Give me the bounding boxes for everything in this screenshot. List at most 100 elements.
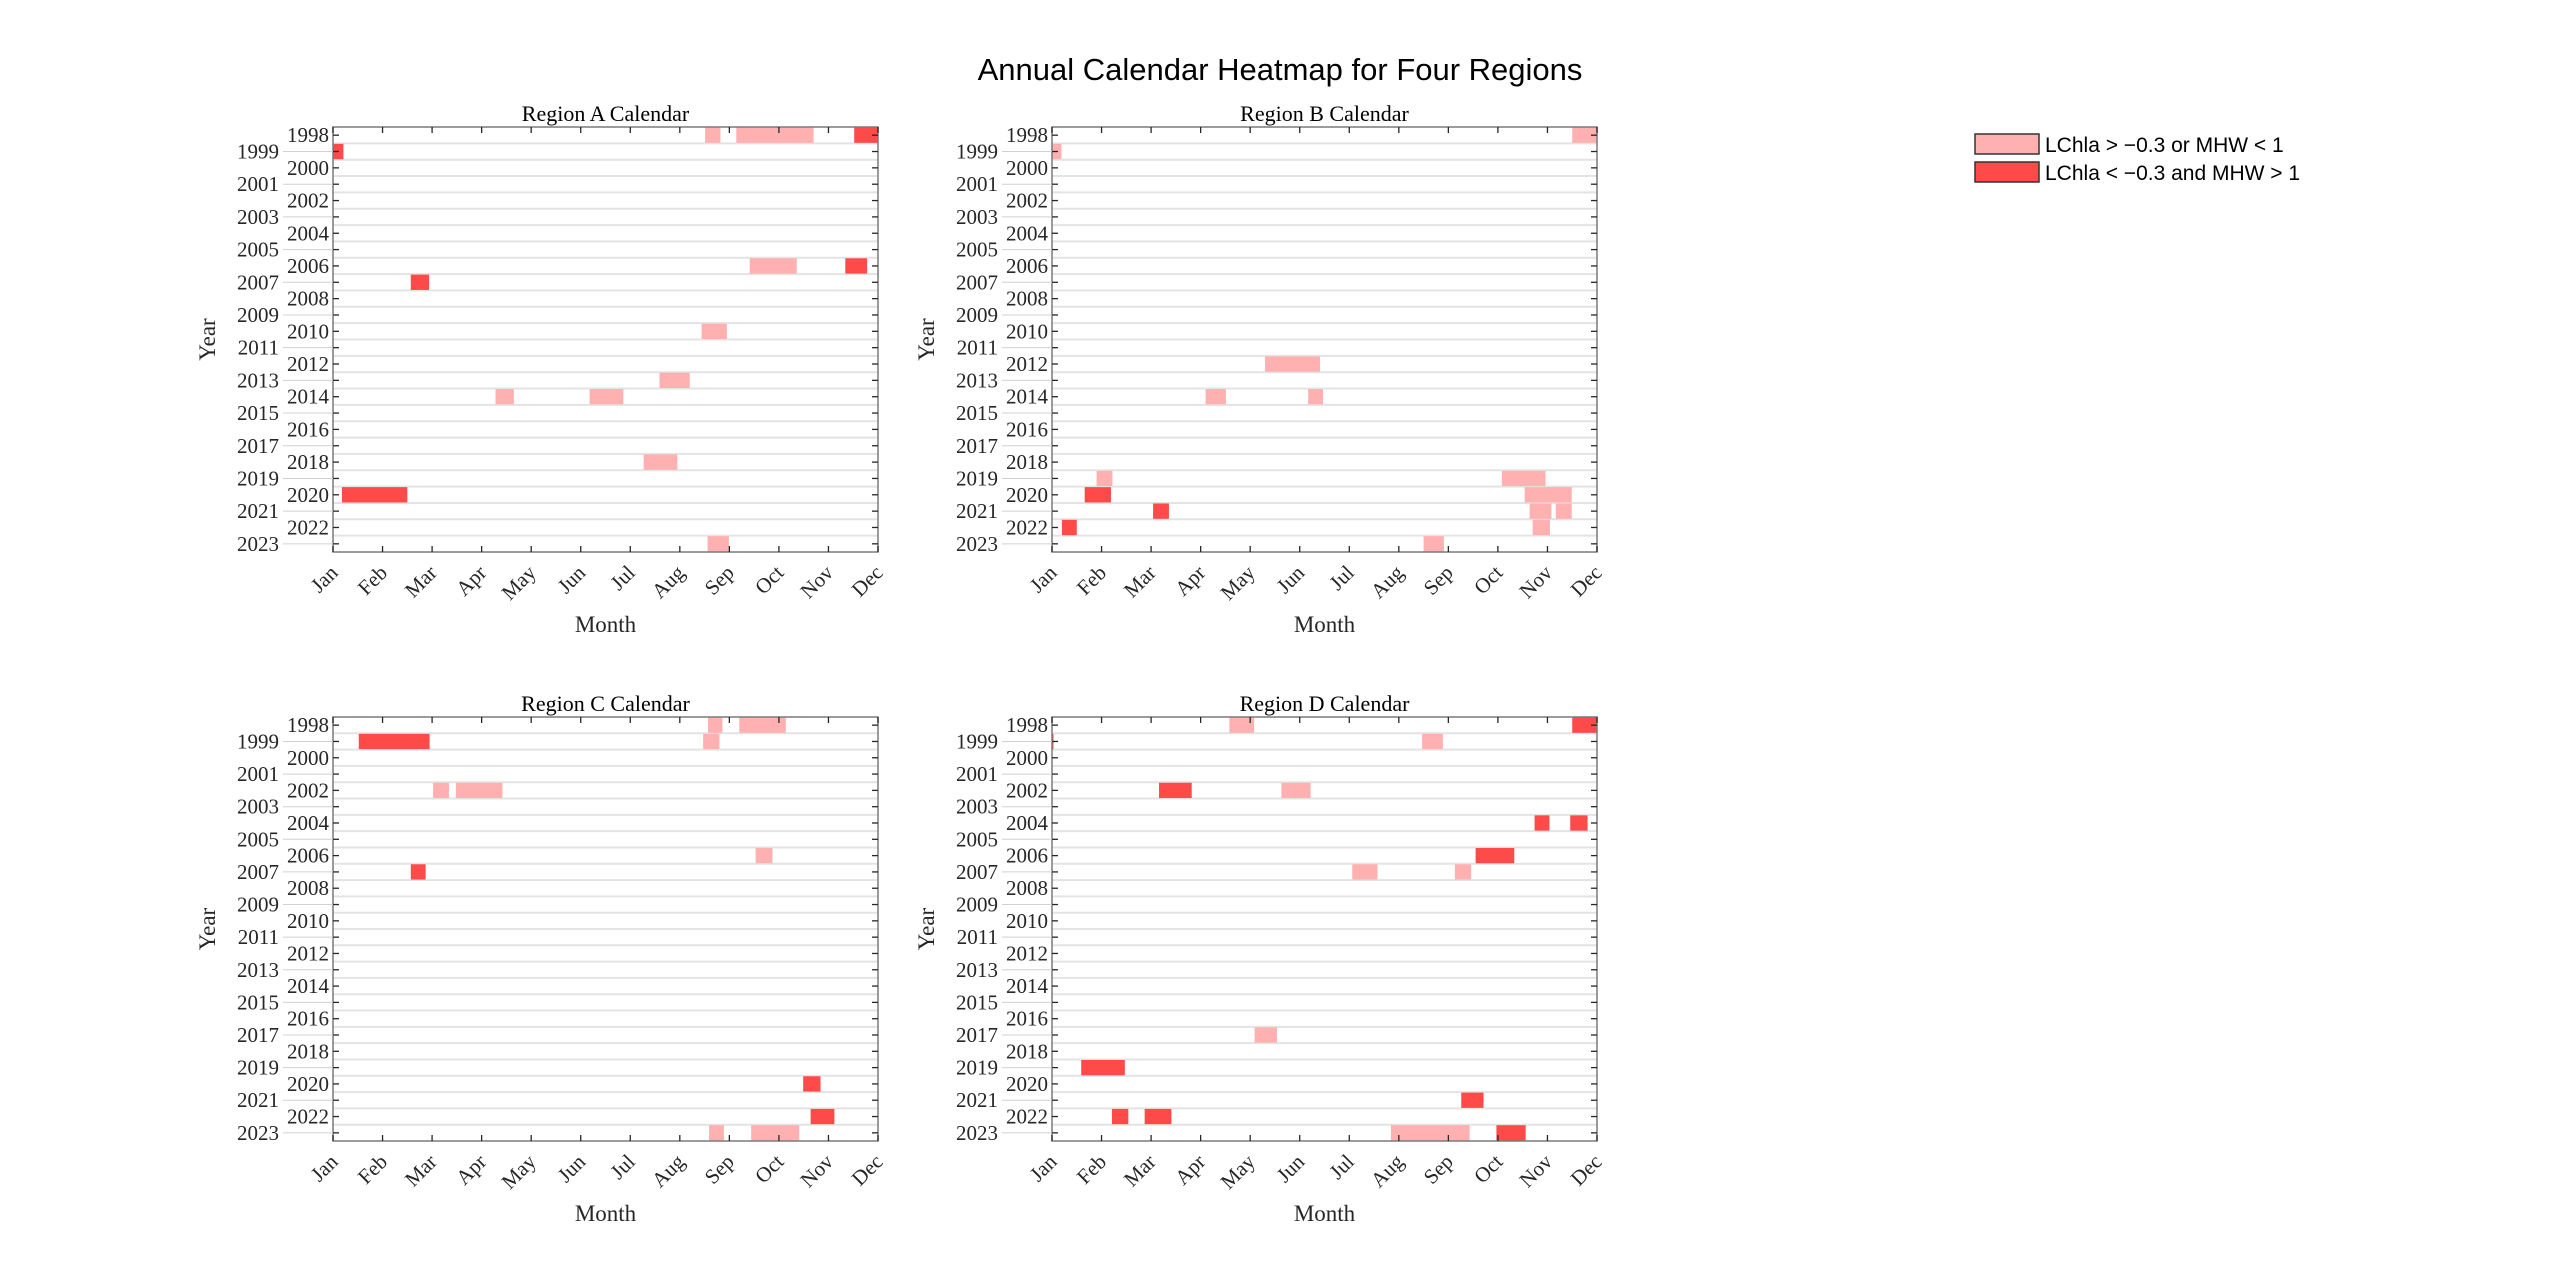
event-cell bbox=[707, 536, 729, 552]
y-tick-label: 2022 bbox=[1006, 1105, 1048, 1129]
axes-frame bbox=[332, 126, 879, 553]
y-tick-label: 2011 bbox=[957, 336, 998, 360]
subplot-region-a-calendar: 1998 1999 2000 2001 2002 2003 2004 2005 2006 2007… bbox=[195, 101, 888, 637]
event-cell bbox=[1352, 864, 1378, 880]
event-cell bbox=[705, 127, 721, 143]
event-cell bbox=[589, 389, 624, 405]
event-cell bbox=[708, 717, 723, 733]
event-cell bbox=[1422, 733, 1443, 750]
y-tick-label: 2003 bbox=[237, 795, 279, 819]
x-tick-label: Sep bbox=[700, 561, 739, 600]
event-cell bbox=[1229, 717, 1255, 733]
x-tick-label: Feb bbox=[353, 1150, 392, 1189]
x-tick-label: Nov bbox=[1514, 560, 1557, 603]
y-tick-label: 2011 bbox=[238, 336, 279, 360]
y-tick-label: 2023 bbox=[237, 532, 279, 556]
y-tick-label: 2000 bbox=[1006, 156, 1048, 180]
event-cell bbox=[1308, 389, 1324, 405]
y-tick-label: 2014 bbox=[1006, 974, 1049, 998]
x-tick-label: Jan bbox=[306, 560, 343, 597]
event-cell bbox=[643, 454, 678, 470]
y-tick-label: 2021 bbox=[956, 499, 998, 523]
event-cell bbox=[1281, 782, 1311, 799]
y-tick-label: 2013 bbox=[956, 958, 998, 982]
y-tick-label: 2012 bbox=[1006, 352, 1048, 376]
y-tick-label: 2014 bbox=[1006, 385, 1049, 409]
y-tick-label: 1999 bbox=[956, 729, 998, 753]
event-cell bbox=[1265, 356, 1321, 372]
event-cell bbox=[1532, 519, 1550, 536]
y-tick-label: 1999 bbox=[237, 140, 279, 164]
y-tick-label: 2023 bbox=[956, 1121, 998, 1145]
x-tick-label: May bbox=[497, 1149, 542, 1194]
y-tick-label: 2005 bbox=[237, 238, 279, 262]
y-tick-label: 2002 bbox=[1006, 778, 1048, 802]
event-cell bbox=[433, 782, 449, 799]
event-cell bbox=[341, 487, 408, 503]
event-cell bbox=[845, 258, 868, 274]
y-tick-label: 2012 bbox=[287, 352, 329, 376]
y-tick-label: 2001 bbox=[956, 762, 998, 786]
y-tick-label: 2018 bbox=[1006, 1039, 1048, 1063]
event-cell bbox=[1501, 470, 1546, 487]
y-axis-label: Year bbox=[195, 907, 220, 950]
event-cell bbox=[1159, 782, 1192, 799]
x-tick-label: Jan bbox=[306, 1149, 343, 1186]
y-tick-label: 1999 bbox=[956, 140, 998, 164]
x-tick-label: Jul bbox=[1325, 560, 1359, 594]
y-tick-label: 2013 bbox=[237, 958, 279, 982]
event-cell bbox=[1205, 389, 1226, 405]
y-tick-label: 2004 bbox=[287, 221, 330, 245]
event-cell bbox=[455, 782, 503, 799]
y-tick-label: 2017 bbox=[956, 434, 998, 458]
x-tick-label: Aug bbox=[1366, 560, 1409, 603]
x-tick-label: Jul bbox=[606, 560, 640, 594]
x-tick-label: Jun bbox=[553, 1149, 591, 1187]
x-tick-label: Nov bbox=[795, 560, 838, 603]
y-tick-label: 2009 bbox=[237, 893, 279, 917]
event-cell bbox=[1153, 503, 1169, 519]
y-tick-label: 2005 bbox=[237, 827, 279, 851]
event-cell bbox=[803, 1076, 821, 1092]
event-cell bbox=[1475, 847, 1515, 864]
event-cell bbox=[810, 1108, 835, 1125]
x-tick-label: Jul bbox=[1325, 1149, 1359, 1183]
x-tick-label: Dec bbox=[847, 561, 888, 602]
y-tick-label: 1998 bbox=[287, 713, 329, 737]
axes-frame bbox=[1051, 126, 1598, 553]
x-axis-label: Month bbox=[575, 612, 637, 637]
event-cell bbox=[1529, 503, 1552, 519]
y-axis-label: Year bbox=[914, 318, 939, 361]
subplot-title: Region C Calendar bbox=[521, 691, 690, 716]
y-tick-label: 2005 bbox=[956, 238, 998, 262]
x-axis-label: Month bbox=[1294, 1201, 1356, 1226]
y-tick-label: 2001 bbox=[956, 172, 998, 196]
y-tick-label: 2014 bbox=[287, 385, 330, 409]
x-tick-label: Sep bbox=[700, 1150, 739, 1189]
y-tick-label: 1998 bbox=[1006, 123, 1048, 147]
y-tick-label: 2009 bbox=[956, 893, 998, 917]
legend-swatch-mild bbox=[1974, 133, 2040, 155]
y-tick-label: 2008 bbox=[1006, 876, 1048, 900]
event-cell bbox=[755, 847, 773, 864]
y-tick-label: 2001 bbox=[237, 762, 279, 786]
y-tick-label: 2022 bbox=[1006, 515, 1048, 539]
subplot-region-d-calendar: 1998 1999 2000 2001 2002 2003 2004 2005 2006 2007… bbox=[914, 691, 1607, 1226]
x-tick-label: Oct bbox=[1469, 560, 1508, 599]
event-cell bbox=[749, 258, 797, 274]
event-cell bbox=[1084, 487, 1111, 503]
y-axis-label: Year bbox=[914, 907, 939, 950]
x-tick-label: Dec bbox=[1566, 561, 1607, 602]
event-cell bbox=[736, 127, 814, 143]
y-tick-label: 2006 bbox=[287, 844, 329, 868]
y-tick-label: 2003 bbox=[237, 205, 279, 229]
axes-frame bbox=[1051, 716, 1598, 1142]
y-tick-label: 1999 bbox=[237, 729, 279, 753]
x-tick-label: Apr bbox=[451, 1150, 491, 1190]
y-tick-label: 2003 bbox=[956, 795, 998, 819]
event-cell bbox=[1061, 519, 1077, 536]
y-tick-label: 2023 bbox=[956, 532, 998, 556]
y-tick-label: 2008 bbox=[287, 287, 329, 311]
subplots: 1998 1999 2000 2001 2002 2003 2004 2005 2006 2007… bbox=[195, 101, 1607, 1226]
x-tick-label: Jun bbox=[1272, 1149, 1310, 1187]
